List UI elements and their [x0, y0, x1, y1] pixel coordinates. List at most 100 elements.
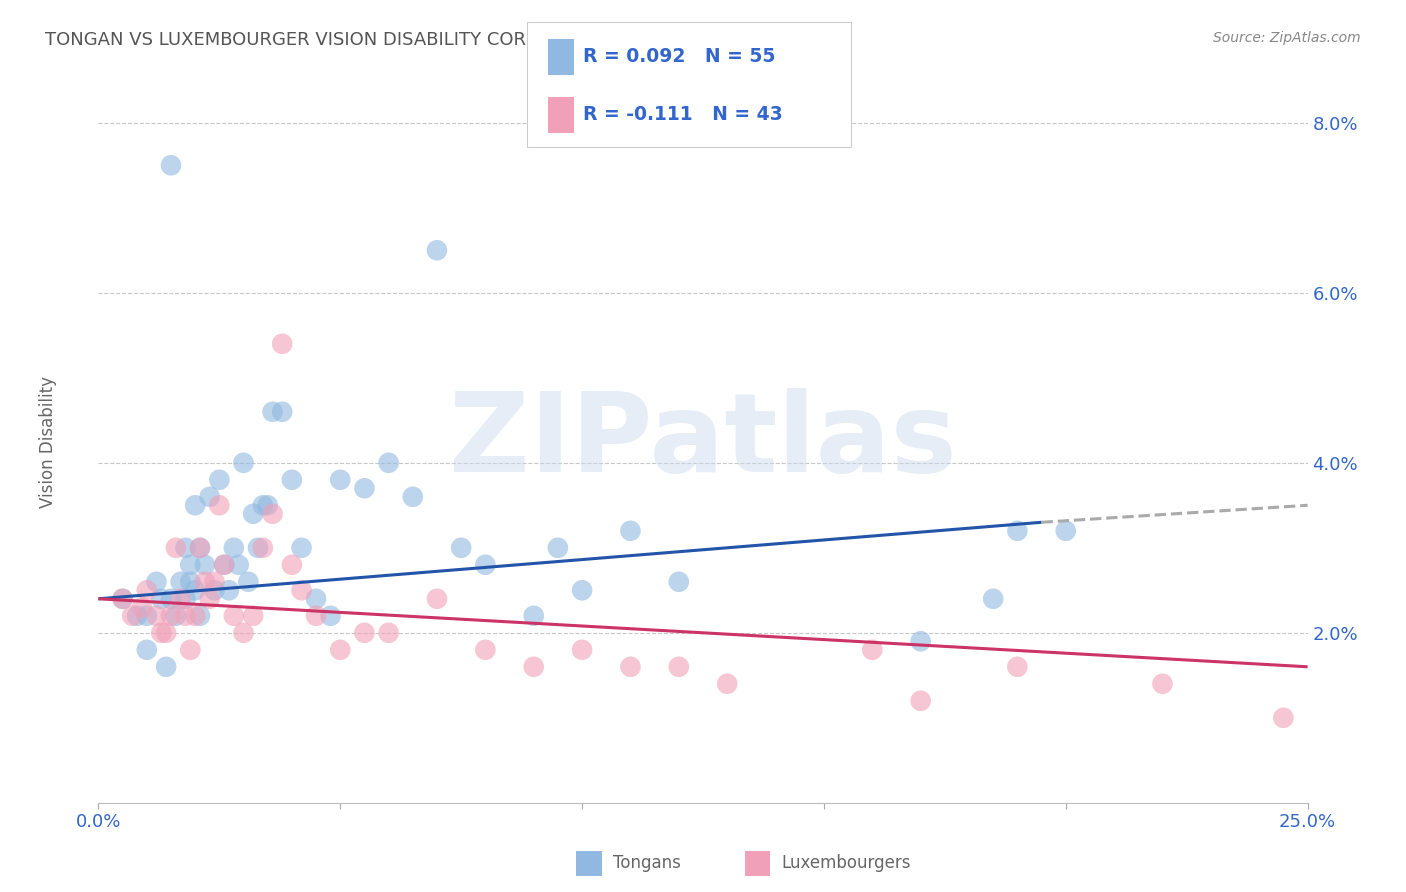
Point [353, 481, 375, 495]
Point [619, 524, 641, 538]
Point [179, 574, 201, 589]
Point [179, 558, 201, 572]
Point [111, 591, 134, 606]
Point [194, 574, 217, 589]
Point [160, 158, 183, 172]
Point [179, 642, 201, 657]
Point [242, 608, 264, 623]
Point [571, 583, 593, 598]
Point [242, 507, 264, 521]
Point [319, 608, 342, 623]
Text: Vision Disability: Vision Disability [38, 376, 56, 508]
Point [305, 608, 328, 623]
Point [402, 490, 425, 504]
Text: Tongans: Tongans [613, 855, 681, 872]
Point [184, 498, 207, 512]
Point [188, 608, 211, 623]
Point [247, 541, 270, 555]
Point [910, 694, 932, 708]
Point [1054, 524, 1077, 538]
Text: R = 0.092   N = 55: R = 0.092 N = 55 [583, 46, 776, 66]
Point [238, 574, 260, 589]
Point [1272, 711, 1295, 725]
Point [188, 541, 211, 555]
Point [155, 660, 177, 674]
Point [145, 608, 167, 623]
Text: Luxembourgers: Luxembourgers [782, 855, 911, 872]
Point [1007, 660, 1029, 674]
Point [474, 642, 496, 657]
Point [228, 558, 250, 572]
Point [353, 625, 375, 640]
Point [252, 498, 274, 512]
Point [252, 541, 274, 555]
Point [184, 608, 207, 623]
Point [212, 558, 235, 572]
Point [262, 507, 284, 521]
Point [716, 677, 738, 691]
Point [184, 583, 207, 598]
Point [329, 473, 352, 487]
Point [981, 591, 1004, 606]
Point [305, 591, 328, 606]
Point [377, 456, 399, 470]
Point [523, 660, 546, 674]
Point [281, 473, 304, 487]
Point [160, 608, 183, 623]
Point [290, 541, 312, 555]
Point [426, 591, 449, 606]
Point [218, 583, 240, 598]
Point [131, 600, 153, 615]
Point [523, 608, 546, 623]
Point [256, 498, 278, 512]
Point [155, 625, 177, 640]
Point [281, 558, 304, 572]
Point [174, 608, 197, 623]
Point [271, 405, 294, 419]
Point [232, 456, 254, 470]
Point [547, 541, 569, 555]
Point [377, 625, 399, 640]
Point [150, 591, 173, 606]
Point [208, 498, 231, 512]
Point [329, 642, 352, 657]
Point [135, 642, 157, 657]
Point [174, 541, 197, 555]
Text: R = -0.111   N = 43: R = -0.111 N = 43 [583, 104, 783, 124]
Point [165, 608, 187, 623]
Point [198, 591, 221, 606]
Point [668, 574, 690, 589]
Point [271, 336, 294, 351]
Point [212, 558, 235, 572]
Point [145, 574, 167, 589]
Point [571, 642, 593, 657]
Point [450, 541, 472, 555]
Point [135, 583, 157, 598]
Text: Source: ZipAtlas.com: Source: ZipAtlas.com [1213, 31, 1361, 45]
Point [111, 591, 134, 606]
Point [860, 642, 883, 657]
Point [426, 244, 449, 258]
Point [619, 660, 641, 674]
Point [188, 541, 211, 555]
Text: TONGAN VS LUXEMBOURGER VISION DISABILITY CORRELATION CHART: TONGAN VS LUXEMBOURGER VISION DISABILITY… [45, 31, 682, 49]
Point [290, 583, 312, 598]
Point [169, 574, 191, 589]
Point [222, 541, 245, 555]
Point [208, 473, 231, 487]
Point [169, 591, 191, 606]
Point [174, 591, 197, 606]
Point [198, 490, 221, 504]
Point [910, 634, 932, 648]
Point [474, 558, 496, 572]
Point [150, 625, 173, 640]
Point [204, 583, 226, 598]
Point [204, 574, 226, 589]
Point [262, 405, 284, 419]
Point [135, 608, 157, 623]
Point [1152, 677, 1174, 691]
Point [1007, 524, 1029, 538]
Point [194, 558, 217, 572]
Point [165, 541, 187, 555]
Point [222, 608, 245, 623]
